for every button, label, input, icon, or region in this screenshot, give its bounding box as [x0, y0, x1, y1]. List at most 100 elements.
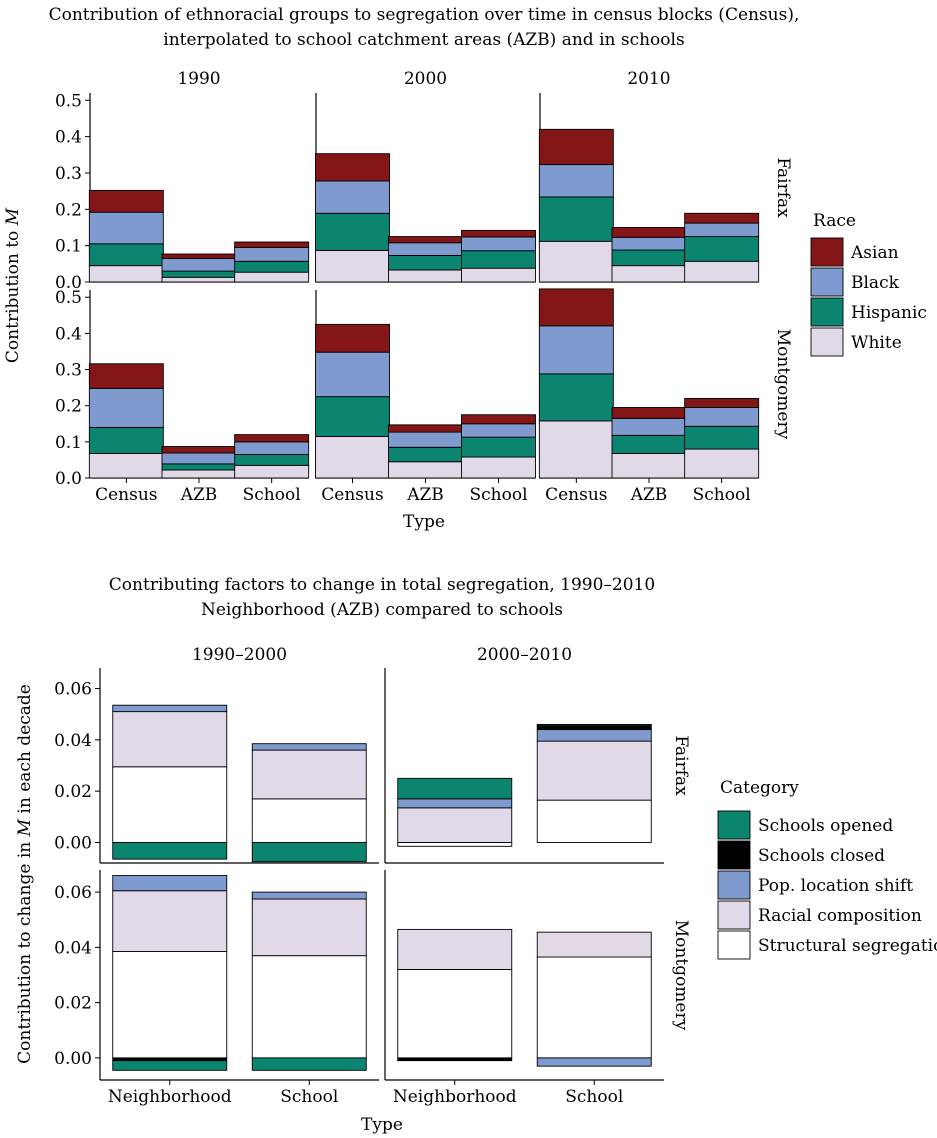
bar-segment-structural-segregation	[397, 969, 513, 1059]
facet-panel: 0.0 0.1 0.2 0.3 0.4 0.5	[55, 91, 310, 293]
legend-label: Hispanic	[851, 303, 927, 323]
bar-segment-racial-composition	[397, 807, 513, 843]
x-tick-label: Census	[95, 485, 157, 505]
bar-segment-hispanic	[88, 426, 164, 454]
bar-segment-asian	[315, 153, 390, 182]
bar-segment-schools-opened	[112, 1060, 228, 1071]
y-tick-label: 0.0	[55, 469, 82, 489]
x-tick-label: School	[280, 1087, 338, 1107]
bar-segment-racial-composition	[112, 711, 228, 768]
bar-segment-black	[315, 180, 390, 214]
bar-segment-asian	[611, 227, 687, 238]
legend-label: Schools opened	[758, 816, 893, 836]
x-tick-label: School	[693, 485, 751, 505]
bar-segment-white	[684, 448, 760, 479]
bar-segment-pop-location-shift	[536, 1057, 652, 1067]
bar-segment-pop-location-shift	[112, 875, 228, 892]
bar-segment-white	[161, 469, 237, 479]
x-tick-label: Census	[545, 485, 607, 505]
bar-segment-asian	[234, 434, 310, 443]
bar-segment-asian	[388, 236, 463, 244]
x-tick-label: School	[243, 485, 301, 505]
legend-title: Category	[720, 778, 799, 798]
facet-panel	[538, 93, 760, 283]
facet-column-label: 2010	[627, 69, 670, 89]
y-tick-label: 0.2	[55, 397, 82, 417]
bar-segment-pop-location-shift	[536, 729, 652, 742]
bar-segment-structural-segregation	[251, 955, 367, 1059]
legend-swatch-structural-segregation	[717, 930, 751, 960]
legend-swatch-asian	[810, 237, 844, 267]
legend-swatch-hispanic	[810, 297, 844, 327]
bar-segment-schools-closed	[536, 725, 652, 731]
bar-segment-racial-composition	[251, 749, 367, 800]
bar-segment-asian	[611, 407, 687, 419]
chart-title-line: Contribution of ethnoracial groups to se…	[49, 5, 800, 25]
facet-column-label: 1990	[177, 69, 220, 89]
bar-segment-black	[388, 242, 463, 256]
bar-segment-white	[611, 452, 687, 479]
bar-segment-hispanic	[234, 260, 310, 273]
x-axis-label: Type	[403, 512, 445, 532]
bar-segment-black	[88, 211, 164, 245]
bar-segment-structural-segregation	[397, 842, 513, 847]
facet-column-label: 2000–2010	[477, 645, 572, 665]
bar-segment-structural-segregation	[112, 766, 228, 843]
bar-segment-asian	[315, 323, 390, 353]
bar-segment-schools-opened	[536, 723, 652, 727]
bar-segment-hispanic	[161, 270, 237, 278]
x-tick-label: Neighborhood	[108, 1087, 232, 1107]
bar-segment-pop-location-shift	[397, 798, 513, 809]
bar-segment-white	[315, 435, 390, 479]
facet-panel: Census AZB School	[538, 288, 760, 505]
bar-segment-white	[684, 260, 760, 283]
y-tick-label: 0.2	[55, 200, 82, 220]
bar-segment-hispanic	[684, 425, 760, 450]
legend-label: Asian	[850, 243, 899, 263]
y-tick-label: 0.02	[54, 994, 92, 1014]
legend-label: Black	[851, 273, 900, 293]
bar-segment-black	[461, 423, 536, 438]
y-axis-label-prefix: Contribution to change in	[15, 836, 35, 1063]
y-axis-label-variable: M	[3, 207, 23, 226]
facet-panel: Neighborhood School	[384, 870, 664, 1107]
legend-swatch-schools-opened	[717, 810, 751, 840]
chart-title: Contributing factors to change in total …	[109, 575, 655, 595]
y-tick-label: 0.5	[55, 288, 82, 308]
y-axis-label: Contribution to M	[3, 207, 23, 363]
bar-segment-black	[88, 387, 164, 428]
bar-segment-white	[88, 265, 164, 283]
bar-segment-white	[388, 461, 463, 479]
facet-column-label: 2000	[404, 69, 447, 89]
bar-segment-black	[684, 407, 760, 427]
bar-segment-hispanic	[161, 463, 237, 471]
legend-swatch-black	[810, 267, 844, 297]
x-tick-label: AZB	[180, 485, 218, 505]
bar-segment-hispanic	[538, 373, 614, 422]
bar-segment-hispanic	[461, 436, 536, 458]
bar-segment-white	[461, 456, 536, 479]
bar-segment-white	[388, 269, 463, 283]
y-tick-label: 0.5	[55, 91, 82, 111]
legend-swatch-schools-closed	[717, 840, 751, 870]
bar-segment-black	[234, 247, 310, 262]
bar-segment-hispanic	[611, 249, 687, 267]
bar-segment-white	[611, 265, 687, 283]
bar-segment-structural-segregation	[112, 951, 228, 1059]
legend-label: Racial composition	[758, 906, 922, 926]
bar-segment-asian	[234, 241, 310, 248]
bar-segment-racial-composition	[397, 928, 513, 970]
x-tick-label: AZB	[406, 485, 444, 505]
y-tick-label: 0.4	[55, 128, 82, 148]
bar-segment-black	[161, 257, 237, 272]
bar-segment-schools-opened	[112, 842, 228, 860]
bar-segment-racial-composition	[536, 740, 652, 801]
bar-segment-white	[161, 276, 237, 283]
bar-segment-black	[388, 431, 463, 448]
facet-column-label: 1990–2000	[192, 645, 287, 665]
facet-panel: Census AZB School	[315, 290, 536, 505]
y-axis-label-prefix: Contribution to	[3, 225, 23, 363]
bar-segment-asian	[461, 229, 536, 238]
bar-segment-asian	[684, 398, 760, 408]
bar-segment-hispanic	[388, 255, 463, 271]
